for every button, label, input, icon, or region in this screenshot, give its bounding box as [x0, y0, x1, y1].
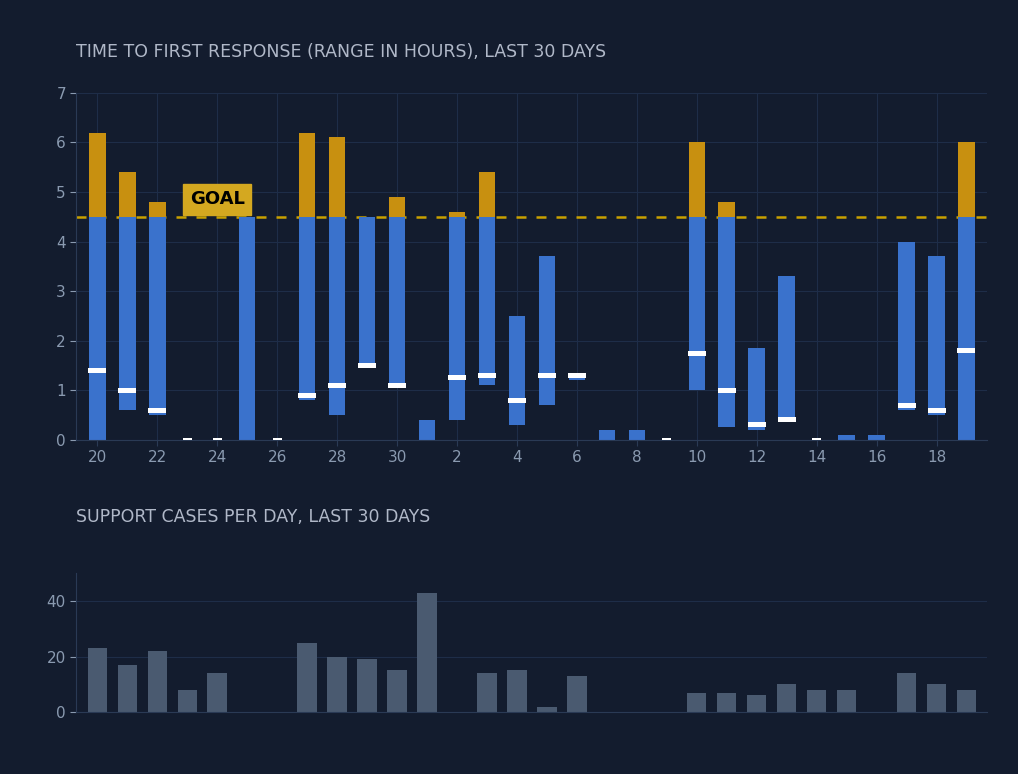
Bar [449, 217, 465, 420]
Text: GOAL: GOAL [189, 190, 244, 208]
Bar [119, 217, 135, 410]
Bar [812, 438, 822, 441]
Bar [538, 373, 556, 378]
Bar [569, 375, 585, 380]
Bar [88, 649, 107, 712]
Bar [297, 642, 317, 712]
Bar [117, 665, 137, 712]
Bar [448, 375, 466, 380]
Bar [958, 142, 974, 217]
Bar [507, 670, 526, 712]
Text: SUPPORT CASES PER DAY, LAST 30 DAYS: SUPPORT CASES PER DAY, LAST 30 DAYS [76, 508, 431, 526]
Bar [90, 132, 106, 217]
Bar [663, 438, 671, 441]
Bar [118, 388, 136, 392]
Bar [149, 202, 166, 217]
Bar [928, 256, 945, 415]
Bar [688, 351, 705, 355]
Bar [718, 388, 736, 392]
Bar [449, 212, 465, 217]
Bar [149, 408, 166, 413]
Bar [777, 684, 796, 712]
Bar [927, 408, 946, 413]
Bar [417, 593, 437, 712]
Bar [868, 435, 885, 440]
Bar [748, 348, 765, 430]
Bar [148, 651, 167, 712]
Bar [807, 690, 827, 712]
Bar [539, 256, 555, 405]
Bar [898, 402, 915, 408]
Bar [747, 423, 766, 427]
Bar [89, 368, 106, 373]
Bar [358, 217, 376, 365]
Bar [898, 241, 915, 410]
Bar [90, 217, 106, 440]
Bar [958, 217, 974, 440]
Bar [389, 217, 405, 385]
Bar [299, 132, 316, 217]
Bar [778, 417, 796, 423]
Bar [329, 217, 345, 415]
Bar [958, 348, 975, 353]
Bar [478, 172, 495, 217]
Bar [119, 172, 135, 217]
Bar [599, 430, 615, 440]
Bar [779, 276, 795, 420]
Bar [719, 217, 735, 427]
Bar [926, 684, 947, 712]
Bar [687, 693, 706, 712]
Bar [897, 673, 916, 712]
Bar [478, 217, 495, 385]
Bar [509, 316, 525, 425]
Bar [567, 676, 586, 712]
Bar [357, 659, 377, 712]
Bar [329, 138, 345, 217]
Bar [957, 690, 976, 712]
Bar [837, 690, 856, 712]
Bar [688, 142, 705, 217]
Bar [208, 673, 227, 712]
Bar [477, 673, 497, 712]
Bar [747, 695, 767, 712]
Bar [149, 217, 166, 415]
Bar [213, 438, 222, 441]
Bar [328, 656, 347, 712]
Bar [239, 217, 256, 440]
Bar [538, 707, 557, 712]
Bar [388, 383, 406, 388]
Bar [418, 420, 436, 440]
Bar [839, 435, 855, 440]
Bar [183, 438, 191, 441]
Bar [628, 430, 645, 440]
Bar [719, 202, 735, 217]
Bar [387, 670, 407, 712]
Bar [478, 373, 496, 378]
Bar [568, 373, 585, 378]
Bar [177, 690, 196, 712]
Bar [358, 363, 376, 368]
Bar [389, 197, 405, 217]
Text: TIME TO FIRST RESPONSE (RANGE IN HOURS), LAST 30 DAYS: TIME TO FIRST RESPONSE (RANGE IN HOURS),… [76, 43, 607, 60]
Bar [328, 383, 346, 388]
Bar [688, 217, 705, 390]
Bar [298, 392, 317, 398]
Bar [508, 398, 526, 402]
Bar [717, 693, 736, 712]
Bar [299, 217, 316, 400]
Bar [273, 438, 282, 441]
